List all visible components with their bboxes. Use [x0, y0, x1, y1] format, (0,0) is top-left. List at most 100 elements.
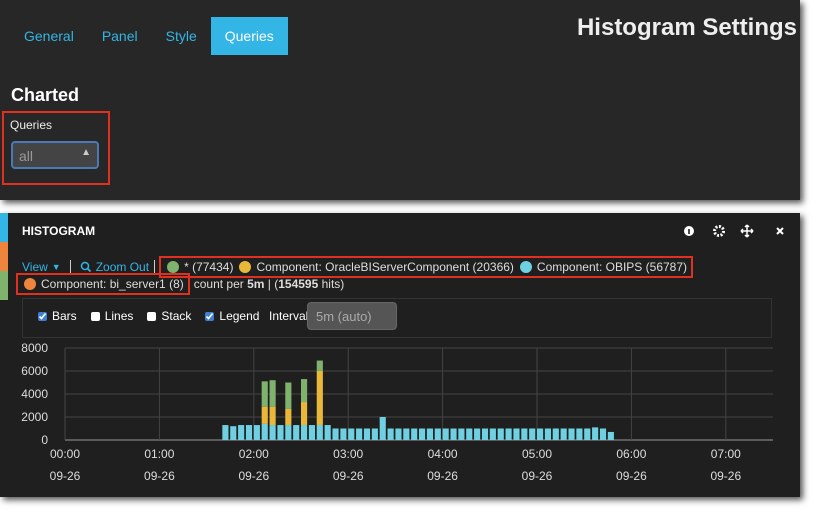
separator — [69, 260, 71, 274]
checkbox[interactable] — [205, 311, 215, 321]
settings-icon[interactable] — [713, 225, 725, 237]
tab[interactable]: General — [24, 28, 74, 44]
hits-part: 5m — [247, 277, 265, 291]
legend-label: Component: OBIPS (56787) — [536, 260, 688, 274]
bar-segment — [403, 428, 410, 440]
bar-segment — [269, 425, 276, 440]
bar-segment — [419, 428, 426, 440]
close-icon[interactable] — [776, 227, 784, 235]
histogram-panel — [0, 213, 800, 497]
bar-segment — [513, 428, 520, 440]
options-bar — [22, 298, 772, 338]
option-label: Bars — [52, 309, 77, 323]
bar-segment — [348, 428, 355, 440]
x-tick-date: 09-26 — [522, 469, 553, 483]
bar-segment — [544, 428, 552, 440]
caret: ▼ — [51, 262, 61, 272]
y-tick-label: 2000 — [21, 410, 48, 424]
interval-label: Interval — [269, 309, 309, 323]
interval-select[interactable]: 5m (auto) — [307, 302, 397, 330]
x-tick-label: 00:00 — [50, 447, 80, 461]
bar-segment — [316, 424, 323, 440]
x-tick-label: 07:00 — [711, 447, 741, 461]
bar-segment — [552, 428, 559, 440]
bar-segment — [442, 428, 449, 440]
bar-segment — [363, 428, 371, 440]
x-tick-date: 09-26 — [710, 469, 741, 483]
tab[interactable]: Queries — [210, 17, 288, 55]
tab[interactable]: Style — [165, 28, 197, 44]
legend-swatch — [24, 278, 36, 290]
queries-select[interactable]: all ▲ — [11, 141, 99, 169]
bar-segment — [340, 428, 347, 440]
option-label: Legend — [219, 309, 260, 323]
bar-segment — [269, 380, 276, 407]
hits-part: 154595 — [278, 277, 319, 291]
bar-segment — [426, 428, 434, 440]
bar-segment — [521, 428, 528, 440]
x-tick-date: 09-26 — [427, 469, 458, 483]
bar-segment — [458, 428, 465, 440]
bar-segment — [285, 408, 292, 426]
bar-segment — [481, 428, 489, 440]
legend-group: * (77434) Component: OracleBIServerCompon… — [159, 256, 694, 278]
color-strip — [0, 271, 8, 300]
bar-segment — [222, 425, 229, 440]
color-strip — [0, 242, 8, 271]
y-tick-label: 0 — [41, 433, 48, 447]
hits-summary: count per 5m | (154595 hits) — [194, 277, 345, 291]
bar-segment — [584, 428, 591, 440]
y-tick-label: 6000 — [21, 364, 48, 378]
bar-segment — [316, 360, 323, 371]
bar-segment — [356, 428, 363, 440]
tab[interactable]: Panel — [101, 28, 138, 44]
bar-segment — [316, 370, 323, 425]
legend-row: Component: bi_server1 (8) count per 5m |… — [16, 273, 344, 295]
bar-segment — [301, 402, 308, 426]
bar-segment — [261, 381, 268, 407]
x-tick-label: 02:00 — [239, 447, 269, 461]
x-tick-label: 01:00 — [144, 447, 174, 461]
bar-segment — [489, 428, 496, 440]
tabs: General Panel Style Queries — [10, 17, 288, 55]
select-value: 5m (auto) — [316, 309, 372, 324]
panel-icons — [684, 224, 784, 238]
view-button[interactable]: View — [22, 260, 48, 274]
bar-segment — [434, 428, 441, 440]
bar-segment — [466, 428, 473, 440]
y-tick-label: 4000 — [21, 387, 48, 401]
hits-part: hits) — [318, 277, 345, 291]
zoom-icon — [80, 261, 91, 273]
hits-part: | ( — [264, 277, 279, 291]
bar-segment — [411, 428, 418, 440]
select-value: all — [19, 148, 34, 164]
x-tick-date: 09-26 — [616, 469, 647, 483]
x-tick-label: 04:00 — [428, 447, 458, 461]
checkbox[interactable] — [90, 311, 100, 321]
bar-segment — [371, 428, 378, 440]
x-tick-label: 06:00 — [616, 447, 646, 461]
bar-segment — [285, 382, 292, 409]
bar-segment — [387, 428, 394, 440]
bar-segment — [379, 417, 386, 440]
bar-segment — [277, 425, 284, 440]
x-tick-date: 09-26 — [238, 469, 269, 483]
bar-segment — [269, 406, 276, 426]
checkbox[interactable] — [38, 311, 47, 321]
settings-panel — [0, 0, 800, 200]
bar-segment — [560, 428, 567, 440]
bar-segment — [592, 427, 599, 440]
icon-part — [688, 229, 690, 234]
zoom-out-button[interactable]: Zoom Out — [95, 260, 150, 274]
y-tick-label: 8000 — [21, 341, 48, 355]
legend-label: Component: OracleBIServerComponent (2036… — [256, 260, 514, 274]
legend-row: View ▼ Zoom Out * (77434) Component: Oracl… — [22, 256, 694, 278]
x-tick-label: 03:00 — [333, 447, 363, 461]
bar-segment — [332, 428, 339, 440]
bar-segment — [253, 425, 260, 440]
option-label: Stack — [161, 309, 192, 323]
move-icon[interactable] — [740, 224, 754, 238]
legend-swatch — [239, 261, 252, 273]
options: Bars Lines Stack Legend — [38, 309, 273, 323]
checkbox[interactable] — [147, 311, 157, 321]
